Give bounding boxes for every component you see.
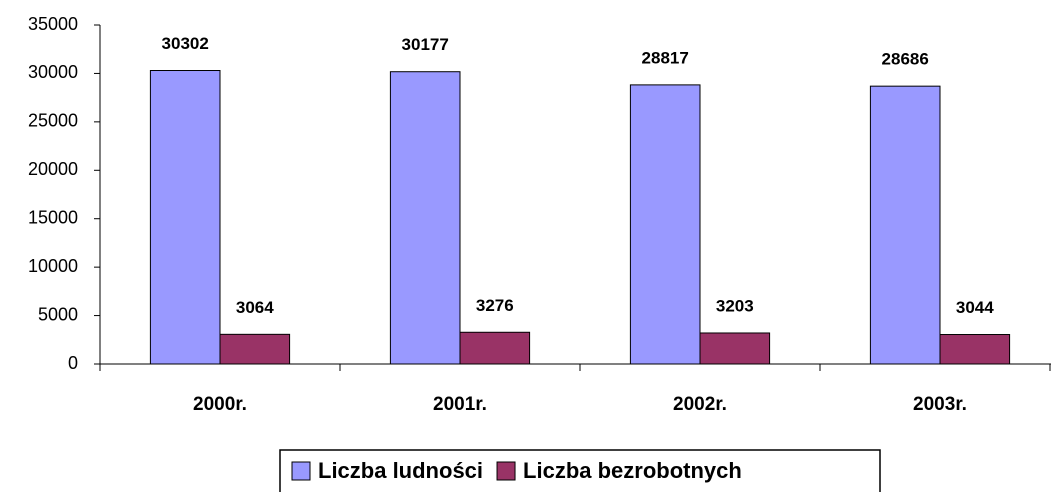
bar <box>939 334 1011 365</box>
legend-label: Liczba bezrobotnych <box>523 458 742 483</box>
value-label: 30302 <box>162 34 209 53</box>
y-tick-label: 35000 <box>28 14 78 34</box>
value-label: 28817 <box>642 48 689 67</box>
x-tick-label: 2002r. <box>673 394 727 415</box>
legend-box <box>279 449 881 492</box>
y-tick-label: 25000 <box>28 111 78 131</box>
bar <box>219 333 291 365</box>
value-label: 3276 <box>476 296 514 315</box>
value-label: 28686 <box>882 50 929 69</box>
bar <box>699 332 771 365</box>
bar <box>149 70 221 365</box>
y-tick-label: 15000 <box>28 207 78 227</box>
x-tick-label: 2003r. <box>913 394 967 415</box>
y-tick-label: 0 <box>68 353 78 373</box>
value-label: 30177 <box>402 35 449 54</box>
x-tick-label: 2000r. <box>193 394 247 415</box>
bar <box>389 71 461 365</box>
y-tick-label: 30000 <box>28 62 78 82</box>
y-tick-label: 5000 <box>38 304 78 324</box>
legend-label: Liczba ludności <box>318 458 483 483</box>
x-tick-label: 2001r. <box>433 394 487 415</box>
legend-swatch <box>496 461 516 481</box>
value-label: 3044 <box>956 298 994 317</box>
y-tick-label: 20000 <box>28 159 78 179</box>
legend-swatch <box>291 461 311 481</box>
value-label: 3064 <box>236 298 274 317</box>
bar <box>629 84 701 365</box>
y-tick-label: 10000 <box>28 256 78 276</box>
bar <box>459 331 531 365</box>
bar <box>869 85 941 365</box>
value-label: 3203 <box>716 296 754 315</box>
